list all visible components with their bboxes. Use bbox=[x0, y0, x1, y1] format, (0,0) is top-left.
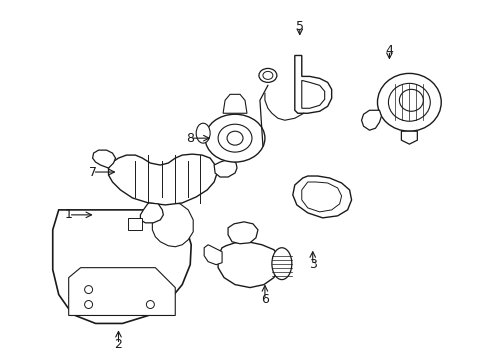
Polygon shape bbox=[152, 202, 193, 247]
Polygon shape bbox=[92, 150, 115, 168]
Polygon shape bbox=[227, 222, 258, 244]
Ellipse shape bbox=[226, 131, 243, 145]
Text: 3: 3 bbox=[308, 258, 316, 271]
Ellipse shape bbox=[387, 84, 429, 121]
Ellipse shape bbox=[399, 89, 423, 111]
Polygon shape bbox=[223, 94, 246, 113]
Polygon shape bbox=[203, 245, 222, 265]
Ellipse shape bbox=[205, 114, 264, 162]
Ellipse shape bbox=[259, 68, 276, 82]
Polygon shape bbox=[401, 131, 416, 144]
Circle shape bbox=[146, 301, 154, 309]
Ellipse shape bbox=[271, 248, 291, 280]
Polygon shape bbox=[218, 242, 279, 288]
Polygon shape bbox=[361, 110, 381, 130]
Bar bbox=[128, 218, 142, 230]
Text: 1: 1 bbox=[64, 208, 73, 221]
Polygon shape bbox=[53, 205, 191, 323]
Circle shape bbox=[84, 285, 92, 293]
Polygon shape bbox=[294, 55, 331, 113]
Circle shape bbox=[84, 301, 92, 309]
Polygon shape bbox=[301, 80, 324, 108]
Text: 8: 8 bbox=[186, 132, 194, 145]
Polygon shape bbox=[108, 154, 217, 205]
Polygon shape bbox=[68, 268, 175, 315]
Text: 6: 6 bbox=[261, 293, 268, 306]
Text: 7: 7 bbox=[88, 166, 97, 179]
Polygon shape bbox=[301, 182, 341, 212]
Ellipse shape bbox=[377, 73, 440, 131]
Polygon shape bbox=[140, 203, 163, 223]
Ellipse shape bbox=[263, 71, 272, 80]
Text: 4: 4 bbox=[385, 44, 392, 57]
Ellipse shape bbox=[218, 124, 251, 152]
Text: 2: 2 bbox=[114, 338, 122, 351]
Ellipse shape bbox=[196, 123, 210, 143]
Polygon shape bbox=[214, 160, 237, 177]
Polygon shape bbox=[292, 176, 351, 218]
Text: 5: 5 bbox=[295, 20, 303, 33]
